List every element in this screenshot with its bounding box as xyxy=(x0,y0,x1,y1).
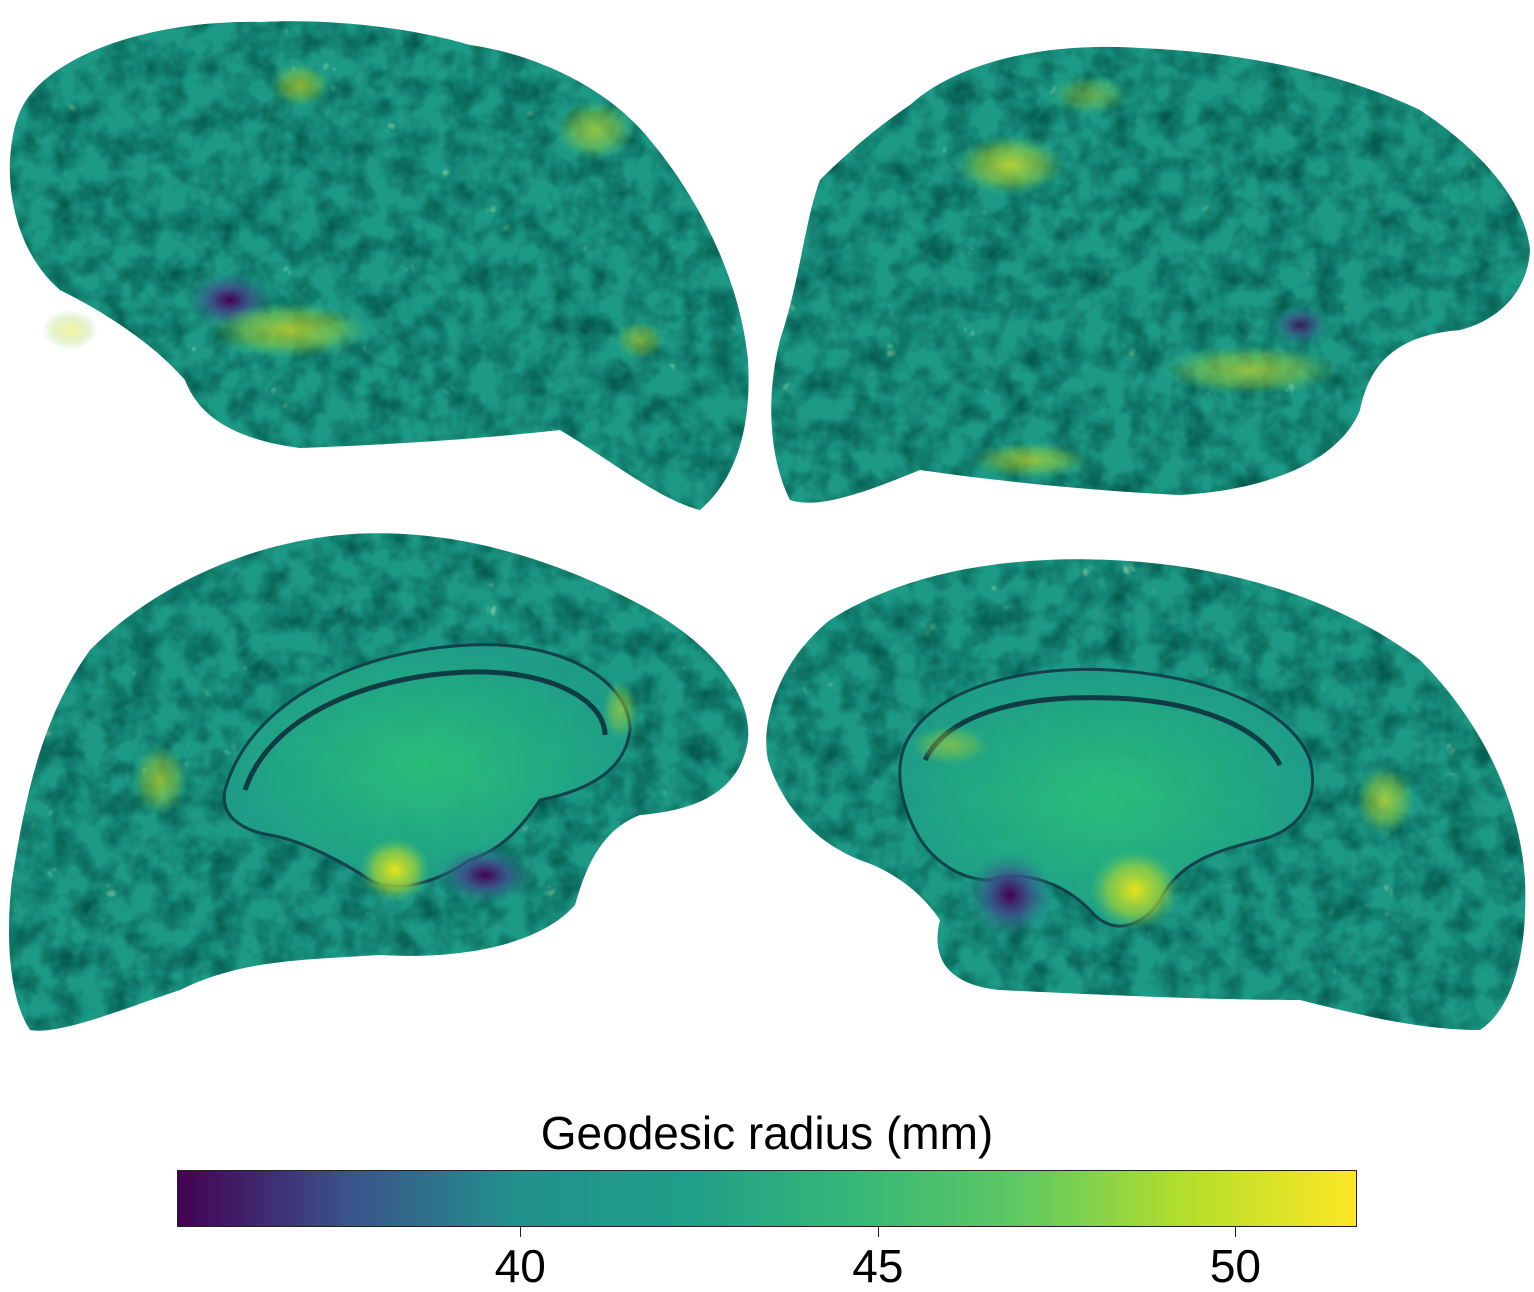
colorbar-tick-label: 40 xyxy=(494,1240,546,1292)
colorbar-tick-mark xyxy=(520,1227,522,1237)
panel-lateral-left xyxy=(9,21,749,511)
panel-medial-left xyxy=(9,533,749,1031)
colorbar-title: Geodesic radius (mm) xyxy=(540,1107,994,1159)
panel-lateral-right xyxy=(771,46,1530,503)
colorbar-tick-mark xyxy=(877,1227,879,1237)
colorbar-tick-label: 50 xyxy=(1209,1240,1262,1292)
colorbar-tick-mark xyxy=(1235,1227,1237,1237)
colorbar xyxy=(177,1170,1357,1227)
colorbar-tick-label: 45 xyxy=(852,1240,904,1292)
panel-medial-right xyxy=(766,559,1526,1030)
